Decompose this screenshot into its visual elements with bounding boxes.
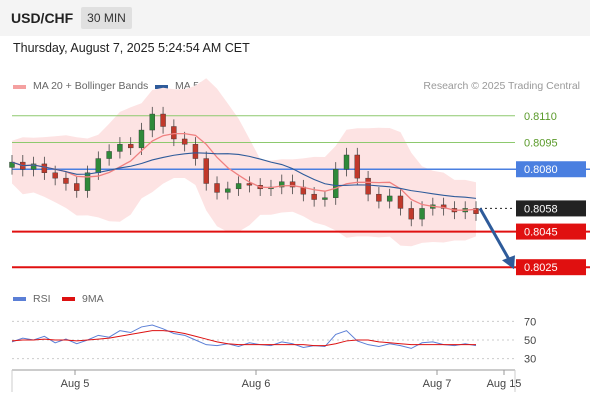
candle xyxy=(322,197,328,200)
candle xyxy=(214,183,220,193)
top-bar: USD/CHF 30 MIN xyxy=(0,0,590,36)
candle xyxy=(376,193,382,202)
candle xyxy=(171,126,177,140)
candle xyxy=(225,188,231,193)
ma50-line xyxy=(11,152,477,199)
candle xyxy=(160,113,166,127)
candle xyxy=(354,154,361,179)
x-tick-label: Aug 7 xyxy=(423,378,452,390)
level-label: 0.8095 xyxy=(524,138,558,150)
level-label: 0.8080 xyxy=(524,164,558,176)
x-tick-label: Aug 15 xyxy=(487,378,522,390)
candle xyxy=(289,181,296,188)
candle xyxy=(311,193,317,200)
ma9-swatch xyxy=(62,297,75,301)
ma9-legend-label: 9MA xyxy=(82,293,104,305)
candle xyxy=(52,172,58,179)
candle xyxy=(106,151,112,159)
chart-datetime: Thursday, August 7, 2025 5:24:54 AM CET xyxy=(13,41,250,55)
ma20-legend-label: MA 20 + Bollinger Bands xyxy=(33,80,149,92)
candle xyxy=(149,113,155,131)
candle xyxy=(365,177,371,195)
candle xyxy=(333,169,339,198)
candle xyxy=(397,195,404,209)
rsi-tick-label: 50 xyxy=(524,335,536,347)
forecast-arrowhead xyxy=(502,255,515,270)
candle xyxy=(419,208,425,220)
candle xyxy=(192,144,199,159)
rsi-tick-label: 30 xyxy=(524,354,536,366)
forecast-arrow xyxy=(478,207,512,262)
candle xyxy=(181,138,188,145)
candle xyxy=(246,183,253,186)
candle xyxy=(84,172,91,191)
candle xyxy=(117,144,123,152)
level-label: 0.8110 xyxy=(524,111,557,123)
level-label: 0.8045 xyxy=(524,227,558,239)
level-label: 0.8025 xyxy=(524,262,558,274)
level-label-box xyxy=(516,223,586,240)
candle xyxy=(408,208,414,220)
x-tick-label: Aug 5 xyxy=(61,378,90,390)
rsi-legend-label: RSI xyxy=(33,293,51,305)
candle xyxy=(473,208,479,214)
ma50-swatch xyxy=(155,85,168,89)
bollinger-band-area xyxy=(12,78,476,247)
x-tick-label: Aug 6 xyxy=(242,378,271,390)
candle xyxy=(74,183,80,191)
ma20-swatch xyxy=(13,85,26,89)
candle xyxy=(235,183,242,190)
candle xyxy=(95,158,102,174)
candle xyxy=(138,129,145,149)
timeframe-button[interactable]: 30 MIN xyxy=(81,7,132,29)
rsi-tick-label: 70 xyxy=(524,316,536,328)
candle xyxy=(343,154,350,170)
level-label-box xyxy=(516,200,586,217)
candle xyxy=(386,195,393,202)
level-label-box xyxy=(516,161,586,178)
bollinger-band xyxy=(12,78,476,247)
candle xyxy=(203,158,209,184)
candle xyxy=(30,163,37,170)
candle xyxy=(41,163,48,173)
rsi-ma9-line xyxy=(11,330,476,347)
symbol-title: USD/CHF xyxy=(11,10,74,26)
level-label-box xyxy=(516,259,586,276)
research-credit: Research © 2025 Trading Central xyxy=(423,80,580,92)
candle xyxy=(279,181,285,188)
rsi-swatch xyxy=(13,297,26,301)
candle xyxy=(127,144,134,149)
candle xyxy=(63,177,69,184)
level-label: 0.8058 xyxy=(524,203,558,215)
